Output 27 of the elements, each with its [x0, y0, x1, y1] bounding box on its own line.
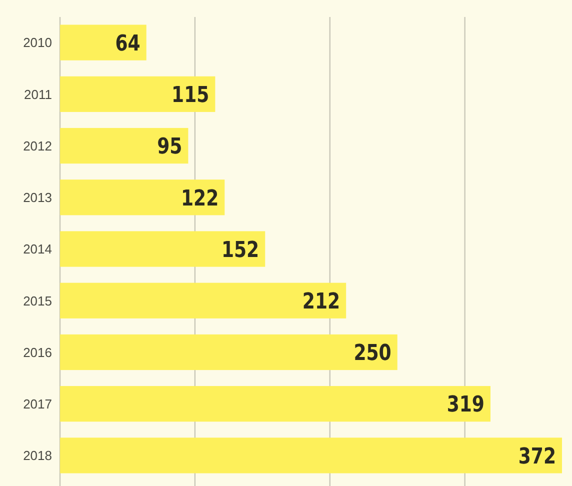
bar	[60, 128, 188, 164]
y-tick-label: 2012	[23, 138, 52, 154]
y-tick-label: 2017	[23, 396, 52, 412]
y-tick-label: 2011	[24, 86, 52, 102]
data-label: 152	[221, 236, 260, 262]
y-tick-label: 2013	[23, 190, 52, 206]
data-label: 115	[172, 81, 210, 108]
bar	[60, 386, 490, 422]
bar	[60, 231, 266, 267]
y-tick-label: 2018	[23, 448, 52, 464]
data-label: 212	[302, 288, 340, 314]
y-tick-label: 2014	[23, 242, 52, 257]
y-tick-label: 2010	[23, 35, 52, 50]
data-label: 95	[157, 132, 182, 160]
bar	[60, 180, 225, 216]
bar	[60, 282, 346, 318]
bar	[60, 334, 398, 370]
data-label: 319	[446, 390, 484, 418]
data-label: 250	[354, 339, 392, 366]
bar	[60, 438, 562, 474]
bar	[60, 76, 216, 112]
data-label: 122	[180, 184, 219, 211]
y-tick-label: 2016	[23, 344, 52, 360]
data-label: 372	[518, 442, 556, 469]
bar	[60, 24, 146, 60]
data-label: 64	[115, 30, 140, 56]
y-tick-label: 2015	[23, 293, 52, 308]
